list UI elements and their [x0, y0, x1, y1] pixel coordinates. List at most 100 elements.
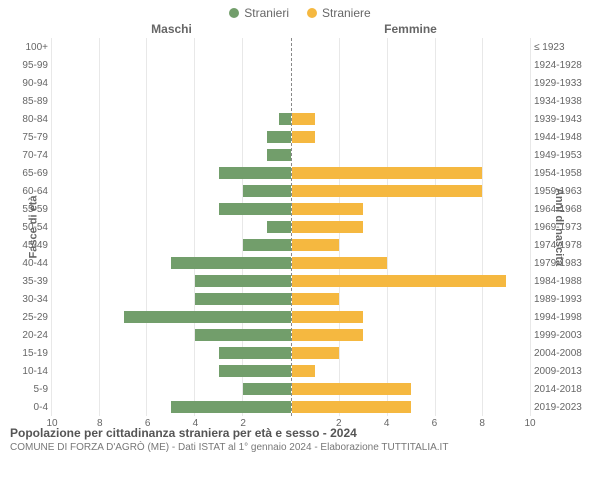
bar-female	[292, 311, 364, 323]
birth-label: 1984-1988	[534, 276, 600, 287]
bar-row-female	[292, 400, 531, 414]
birth-label: 1944-1948	[534, 132, 600, 143]
age-label: 95-99	[0, 60, 48, 71]
bar-row-male	[52, 274, 291, 288]
x-tick: 10	[46, 418, 57, 429]
bar-row-male	[52, 220, 291, 234]
caption-subtitle: COMUNE DI FORZA D'AGRÒ (ME) - Dati ISTAT…	[10, 442, 590, 453]
bar-row-female	[292, 94, 531, 108]
bar-row-female	[292, 364, 531, 378]
bar-row-male	[52, 184, 291, 198]
bar-male	[219, 203, 291, 215]
bar-male	[243, 383, 291, 395]
bar-row-female	[292, 166, 531, 180]
legend-item-female: Straniere	[307, 6, 371, 20]
bar-row-female	[292, 256, 531, 270]
birth-label: 1989-1993	[534, 294, 600, 305]
bar-row-male	[52, 310, 291, 324]
bar-female	[292, 329, 364, 341]
x-tick: 4	[193, 418, 199, 429]
birth-label: 1974-1978	[534, 240, 600, 251]
chart-plot: Fasce di età Anni di nascita 100+95-9990…	[0, 38, 600, 416]
bar-male	[243, 185, 291, 197]
bar-male	[279, 113, 291, 125]
birth-label: 1954-1958	[534, 168, 600, 179]
column-headers: Maschi Femmine	[0, 22, 600, 36]
birth-label: 2009-2013	[534, 366, 600, 377]
birth-label: 2019-2023	[534, 402, 600, 413]
bar-row-female	[292, 220, 531, 234]
x-tick: 6	[145, 418, 151, 429]
x-tick: 8	[97, 418, 103, 429]
bar-male	[219, 347, 291, 359]
y-axis-left-title: Fasce di età	[27, 196, 39, 259]
bar-row-male	[52, 292, 291, 306]
bar-female	[292, 185, 483, 197]
age-label: 45-49	[0, 240, 48, 251]
birth-label: 1949-1953	[534, 150, 600, 161]
bar-female	[292, 401, 411, 413]
birth-label: 1994-1998	[534, 312, 600, 323]
bar-male	[219, 167, 291, 179]
bar-male	[267, 131, 291, 143]
bar-row-female	[292, 202, 531, 216]
bar-male	[171, 257, 290, 269]
legend-label-female: Straniere	[322, 6, 371, 20]
age-label: 35-39	[0, 276, 48, 287]
header-females: Femmine	[291, 22, 530, 36]
birth-label: 1969-1973	[534, 222, 600, 233]
bar-female	[292, 383, 411, 395]
bars-female	[292, 38, 531, 416]
birth-label: ≤ 1923	[534, 42, 600, 53]
bar-male	[171, 401, 290, 413]
bar-row-female	[292, 58, 531, 72]
birth-label: 1934-1938	[534, 96, 600, 107]
age-label: 0-4	[0, 402, 48, 413]
birth-label: 1939-1943	[534, 114, 600, 125]
age-label: 60-64	[0, 186, 48, 197]
bar-row-male	[52, 58, 291, 72]
bar-male	[267, 149, 291, 161]
age-label: 5-9	[0, 384, 48, 395]
bar-female	[292, 167, 483, 179]
bar-row-female	[292, 130, 531, 144]
legend-label-male: Stranieri	[244, 6, 289, 20]
x-tick: 2	[336, 418, 342, 429]
bar-female	[292, 257, 387, 269]
age-label: 15-19	[0, 348, 48, 359]
birth-label: 1924-1928	[534, 60, 600, 71]
x-tick: 4	[384, 418, 390, 429]
bar-row-male	[52, 256, 291, 270]
bar-row-male	[52, 40, 291, 54]
bar-row-female	[292, 184, 531, 198]
chart-area	[52, 38, 530, 416]
bar-row-male	[52, 148, 291, 162]
birth-label: 1999-2003	[534, 330, 600, 341]
bar-female	[292, 293, 340, 305]
y-axis-right-title: Anni di nascita	[553, 188, 565, 266]
birth-label: 1929-1933	[534, 78, 600, 89]
bar-row-male	[52, 166, 291, 180]
bar-male	[267, 221, 291, 233]
age-label: 30-34	[0, 294, 48, 305]
caption: Popolazione per cittadinanza straniera p…	[0, 418, 600, 453]
age-label: 40-44	[0, 258, 48, 269]
bars-male	[52, 38, 292, 416]
bar-row-male	[52, 346, 291, 360]
bar-row-female	[292, 40, 531, 54]
bar-row-male	[52, 382, 291, 396]
legend: Stranieri Straniere	[0, 0, 600, 22]
bar-row-male	[52, 238, 291, 252]
birth-label: 1959-1963	[534, 186, 600, 197]
bar-male	[195, 275, 290, 287]
legend-dot-female	[307, 8, 317, 18]
bar-row-female	[292, 292, 531, 306]
age-label: 55-59	[0, 204, 48, 215]
age-label: 70-74	[0, 150, 48, 161]
bar-female	[292, 203, 364, 215]
birth-label: 2014-2018	[534, 384, 600, 395]
birth-label: 1979-1983	[534, 258, 600, 269]
bar-row-female	[292, 346, 531, 360]
bar-row-male	[52, 112, 291, 126]
bar-row-female	[292, 238, 531, 252]
